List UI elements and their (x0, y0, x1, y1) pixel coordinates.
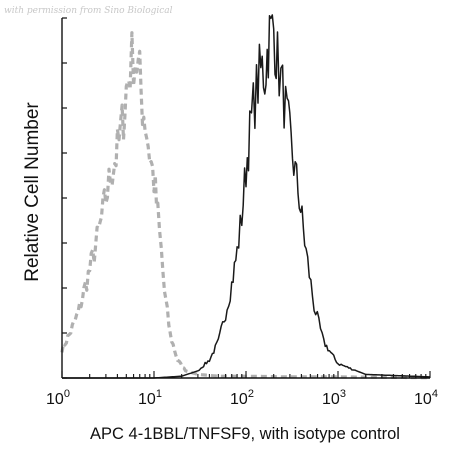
x-axis-label: APC 4-1BBL/TNFSF9, with isotype control (90, 425, 400, 443)
series-line-isotype-control (60, 31, 431, 380)
x-tick-label: 102 (230, 388, 254, 408)
series-line-4-1BBL/TNFSF9 (62, 14, 430, 379)
plot-area: 100 101 102 103 104 (46, 14, 438, 408)
x-tick-label: 103 (322, 388, 346, 408)
y-axis-label: Relative Cell Number (22, 102, 43, 282)
watermark-text: with permission from Sino Biological (4, 6, 173, 16)
x-tick-label: 101 (138, 388, 162, 408)
x-tick-label: 104 (414, 388, 438, 408)
x-tick-label: 100 (46, 388, 70, 408)
